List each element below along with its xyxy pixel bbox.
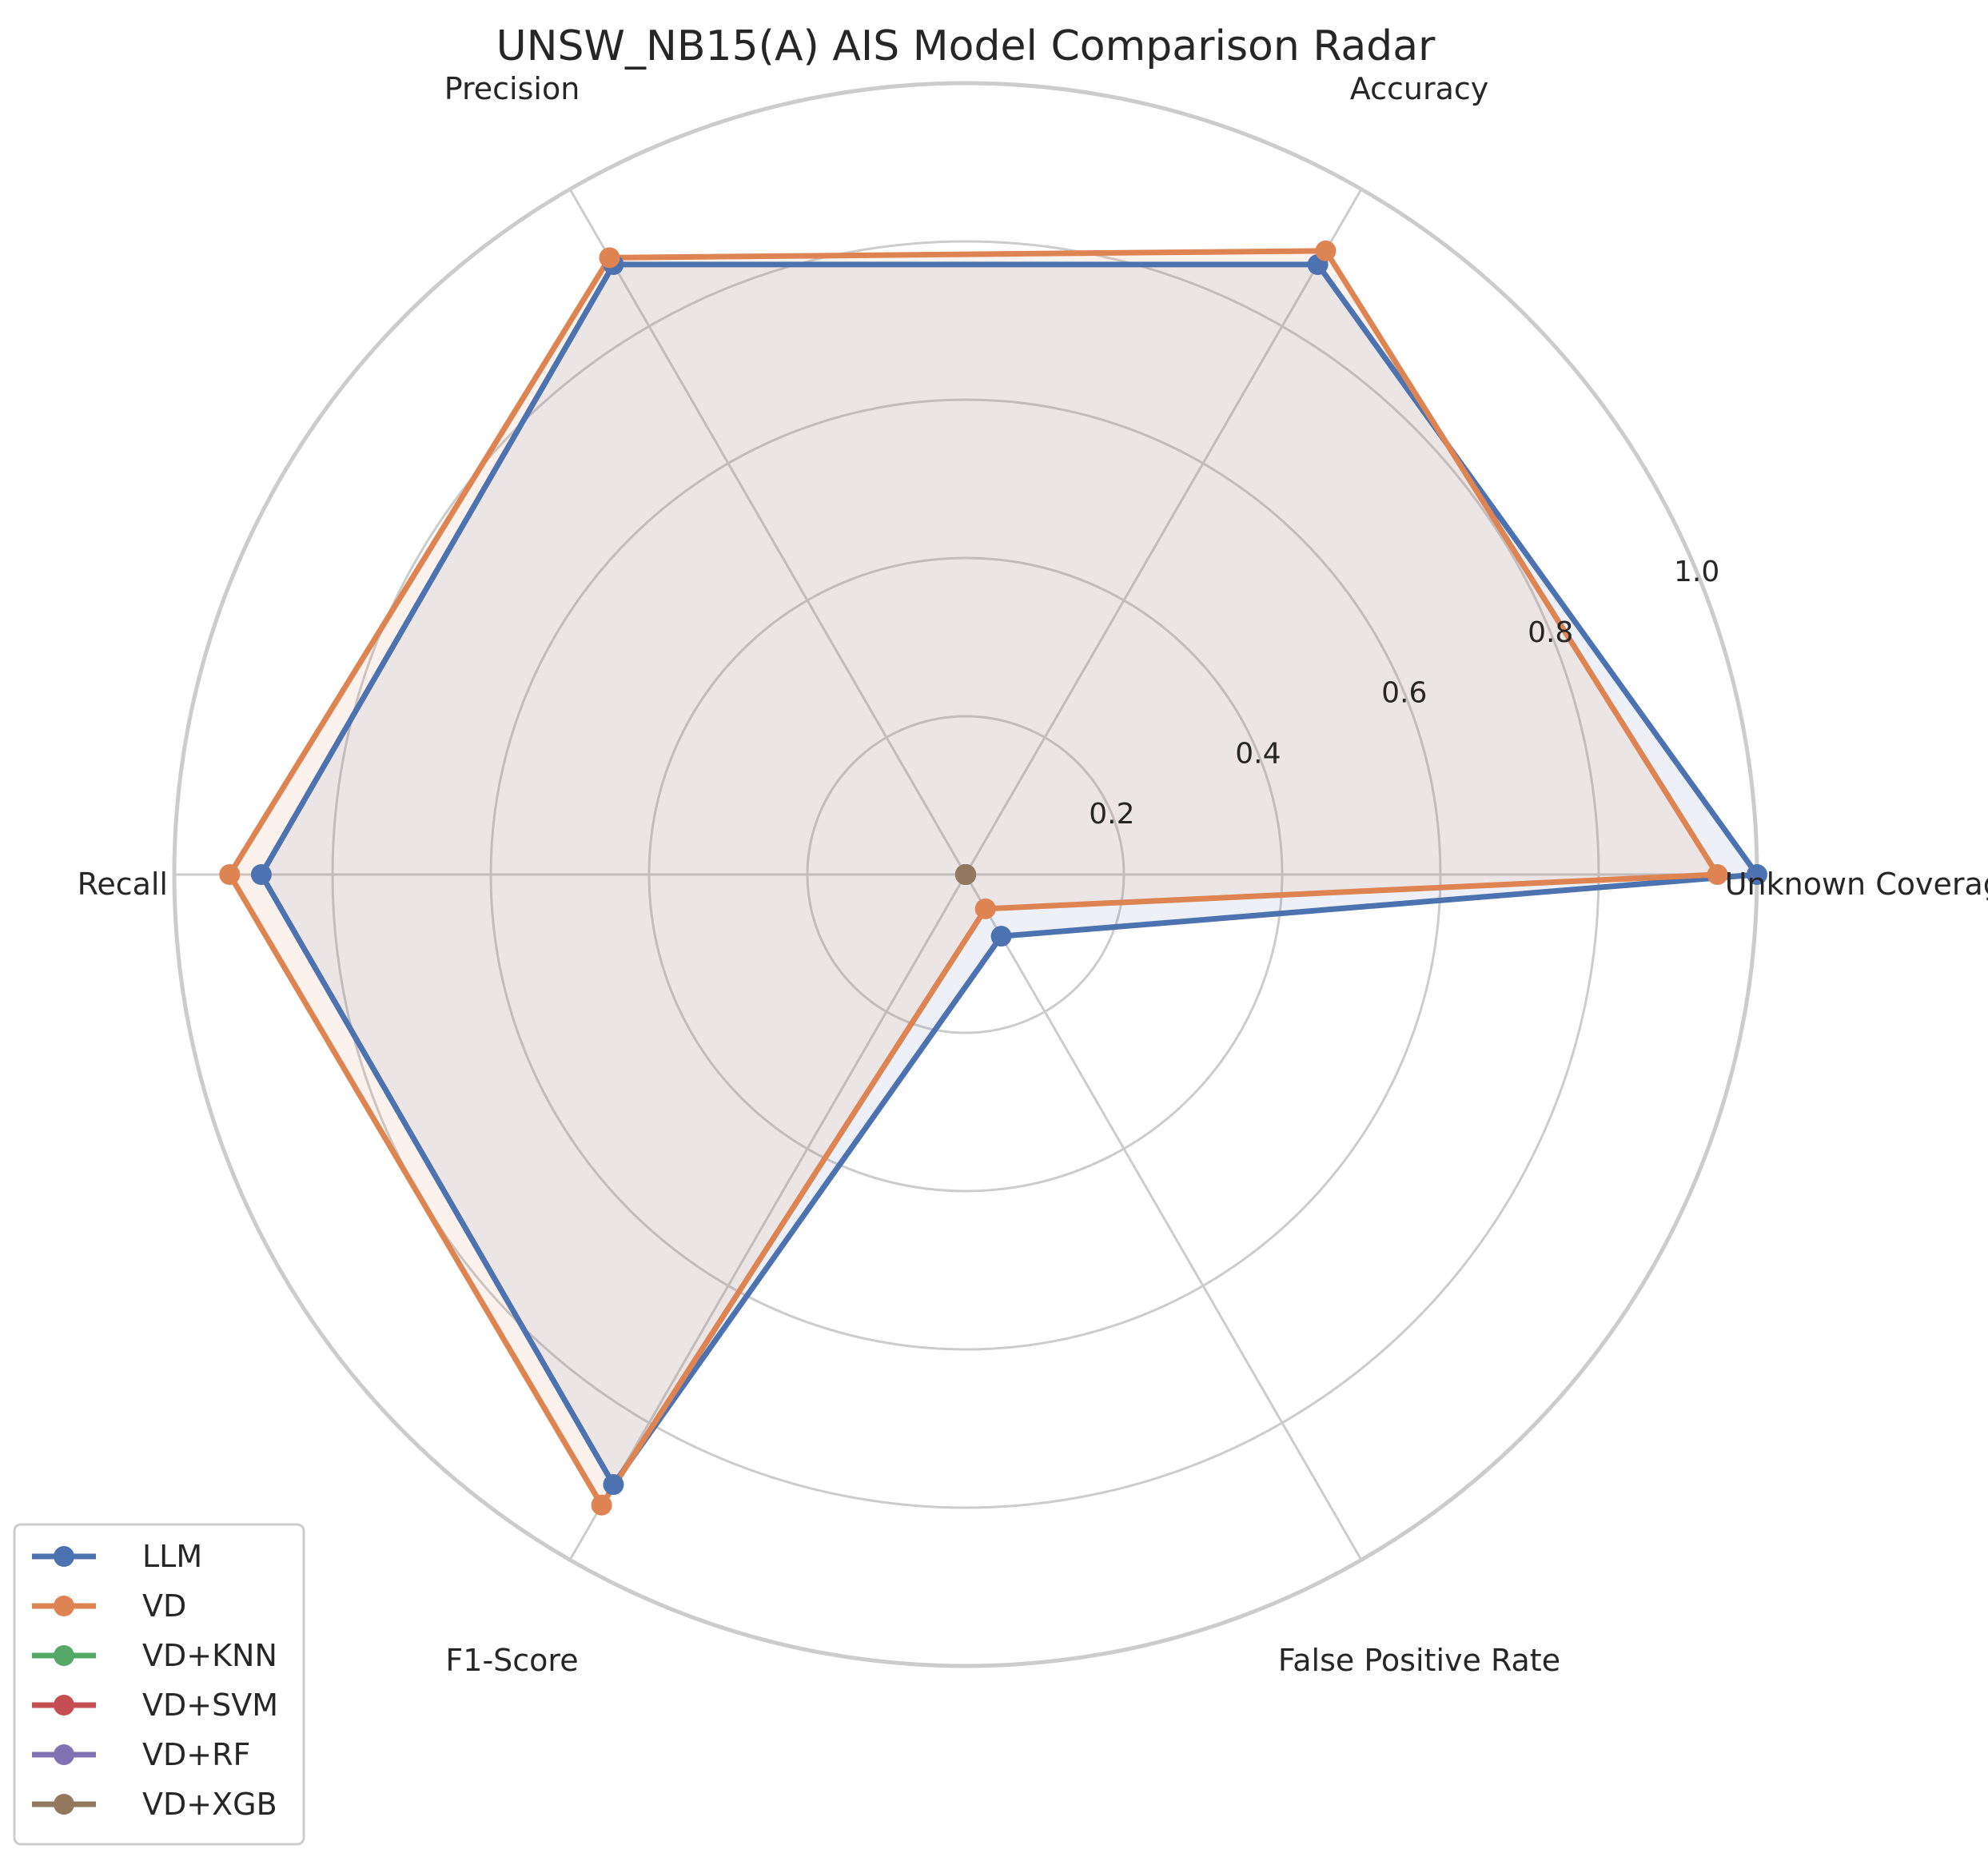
radial-tick-labels: 0.2 0.4 0.6 0.8 1.0	[1089, 556, 1719, 831]
legend-label: VD+SVM	[142, 1688, 278, 1723]
radial-tick-label: 1.0	[1674, 556, 1719, 588]
chart-title: UNSW_NB15(A) AIS Model Comparison Radar	[496, 22, 1436, 70]
data-point	[990, 926, 1012, 947]
legend-marker	[54, 1645, 74, 1666]
legend-marker	[54, 1546, 74, 1567]
data-point	[1707, 864, 1728, 885]
legend-label: VD+KNN	[142, 1638, 277, 1673]
grid-spoke	[964, 874, 1363, 1561]
data-point	[1747, 864, 1767, 885]
legend-label: VD	[142, 1588, 186, 1624]
grid-layer	[172, 81, 1759, 1668]
legend-marker	[54, 1744, 74, 1765]
radial-tick-label: 0.2	[1089, 798, 1134, 831]
legend-marker	[54, 1596, 74, 1616]
data-point	[1315, 240, 1337, 261]
series-fills	[229, 250, 1757, 1505]
axis-label: False Positive Rate	[1278, 1643, 1560, 1678]
data-point	[603, 1474, 624, 1496]
axis-labels: Unknown Coverage Accuracy Precision Recall F…	[78, 71, 1988, 1678]
legend-marker	[54, 1695, 74, 1716]
legend-label: VD+RF	[142, 1737, 250, 1772]
series-fill	[261, 264, 1757, 1485]
grid-spoke	[964, 188, 1363, 875]
axis-label: Recall	[78, 867, 168, 902]
radial-tick-label: 0.8	[1528, 616, 1573, 649]
axis-label: Precision	[444, 71, 580, 106]
data-point	[599, 247, 620, 269]
data-point	[955, 864, 976, 885]
legend-label: VD+XGB	[142, 1787, 277, 1822]
series-points	[219, 240, 1767, 1516]
grid-spoke	[568, 874, 967, 1561]
legend-marker	[54, 1794, 74, 1815]
axis-label: Accuracy	[1350, 71, 1489, 106]
radial-tick-label: 0.4	[1235, 737, 1281, 770]
grid-spoke	[568, 188, 967, 875]
data-point	[974, 898, 996, 919]
legend-label: LLM	[142, 1539, 202, 1574]
data-point	[591, 1494, 612, 1516]
axis-label: F1-Score	[445, 1643, 578, 1678]
legend: LLM VD VD+KNN VD+SVM VD+RF VD+XGB	[13, 1523, 305, 1846]
axis-label: Unknown Coverage	[1725, 867, 1988, 902]
data-point	[250, 864, 272, 885]
radial-tick-label: 0.6	[1381, 677, 1427, 710]
data-point	[219, 864, 241, 885]
